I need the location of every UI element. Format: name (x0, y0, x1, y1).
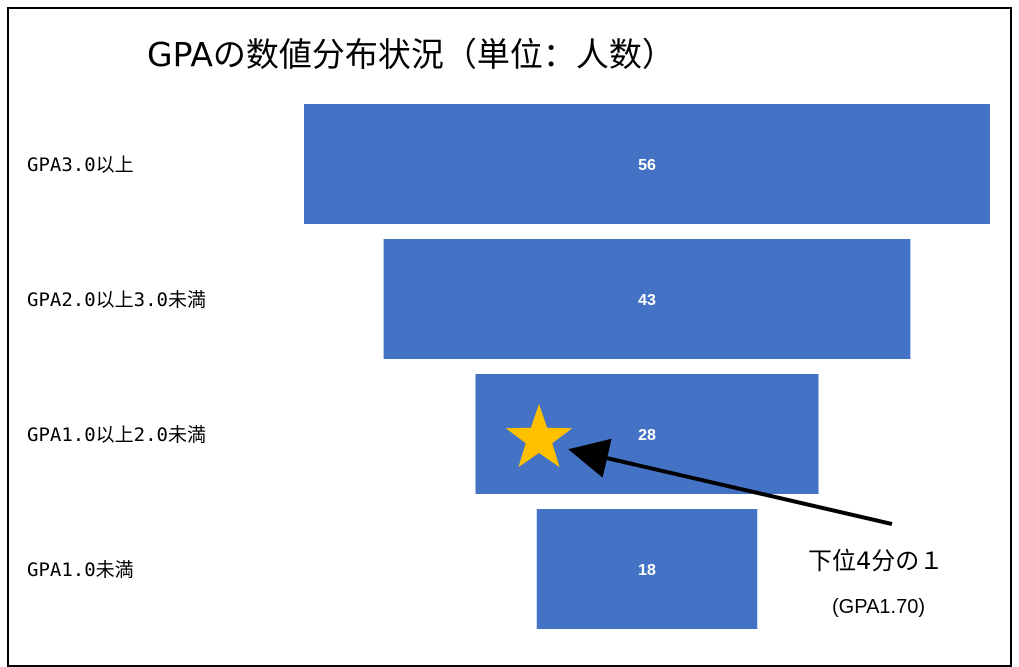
value-label: 28 (638, 427, 656, 444)
chart-title: GPAの数値分布状況（単位：人数） (147, 35, 675, 74)
category-label: GPA2.0以上3.0未満 (27, 289, 206, 311)
funnel-bar (383, 239, 911, 359)
funnel-bar (304, 104, 990, 224)
value-label: 56 (638, 157, 656, 174)
star-icon (505, 404, 573, 468)
value-label: 43 (638, 292, 656, 309)
category-label: GPA3.0以上 (27, 154, 134, 176)
value-label: 18 (638, 562, 656, 579)
annotation-arrow (568, 438, 893, 526)
category-label: GPA1.0未満 (27, 559, 134, 581)
funnel-bar (536, 509, 758, 629)
bars-group (304, 104, 990, 629)
category-label: GPA1.0以上2.0未満 (27, 424, 206, 446)
annotation-text: 下位4分の１ (808, 547, 943, 575)
value-labels: 56 43 28 18 (638, 157, 656, 579)
annotation-subtext: (GPA1.70) (832, 596, 925, 618)
category-labels: GPA3.0以上 GPA2.0以上3.0未満 GPA1.0以上2.0未満 GPA1.0… (27, 154, 206, 581)
